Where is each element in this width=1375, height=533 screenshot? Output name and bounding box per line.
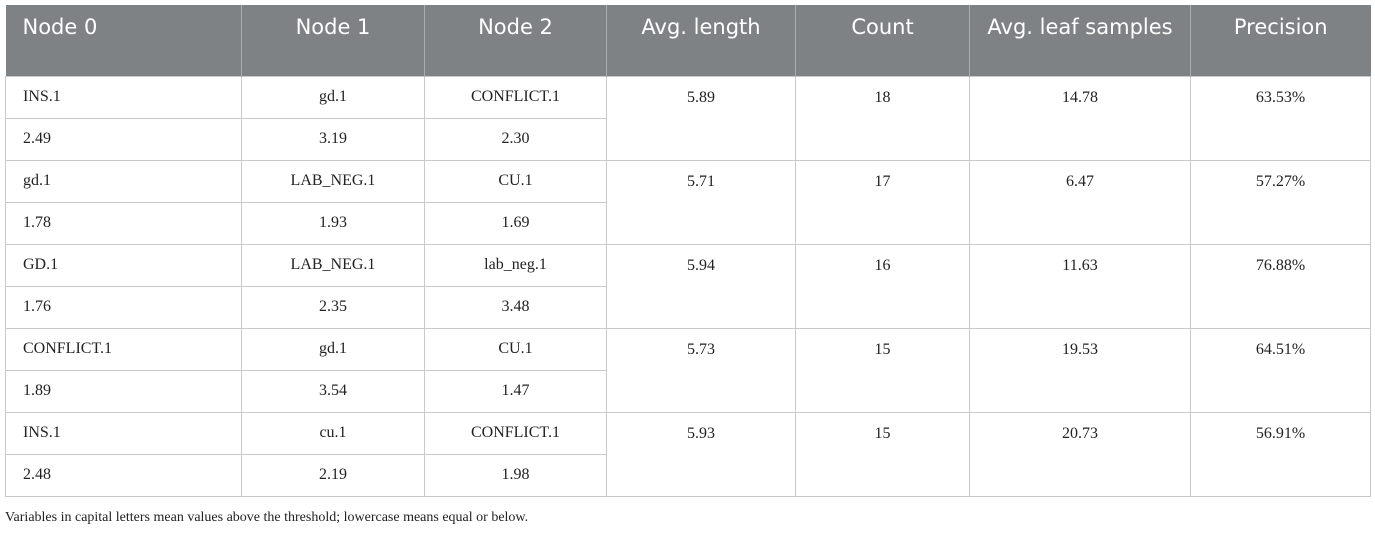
row: INS.1 gd.1 CONFLICT.1 5.89 18 14.78 63.53%: [5, 75, 1371, 161]
score-cell: 1.93: [241, 201, 425, 245]
avg-length-cell: 5.89: [606, 75, 796, 161]
avg-length-cell: 5.93: [606, 411, 796, 497]
score-cell: 1.69: [424, 201, 607, 245]
column-header: Count: [795, 5, 970, 76]
column-header: Avg. length: [606, 5, 796, 76]
avg-length-cell: 5.73: [606, 327, 796, 413]
precision-cell: 64.51%: [1190, 327, 1371, 413]
row: 2.48 2.19 1.98: [5, 453, 1371, 497]
avg-leaf-samples-cell: 6.47: [969, 159, 1191, 245]
data-table: Node 0 Node 1 Node 2 Avg. length Count Avg. l…: [5, 5, 1371, 497]
row: CONFLICT.1 gd.1 CU.1 5.73 15 19.53 64.51%: [5, 327, 1371, 413]
precision-cell: 63.53%: [1190, 75, 1371, 161]
column-header: Node 2: [424, 5, 607, 76]
node-cell: gd.1: [5, 159, 242, 203]
node-cell: CU.1: [424, 327, 607, 371]
row: 1.89 3.54 1.47: [5, 369, 1371, 413]
count-cell: 15: [795, 411, 970, 497]
row: 1.78 1.93 1.69: [5, 201, 1371, 245]
score-cell: 2.48: [5, 453, 242, 497]
node-cell: lab_neg.1: [424, 243, 607, 287]
node-cell: INS.1: [5, 75, 242, 119]
row: 2.49 3.19 2.30: [5, 117, 1371, 161]
row: INS.1 cu.1 CONFLICT.1 5.93 15 20.73 56.91%: [5, 411, 1371, 497]
score-cell: 3.48: [424, 285, 607, 329]
precision-cell: 56.91%: [1190, 411, 1371, 497]
score-cell: 2.19: [241, 453, 425, 497]
column-header: Node 1: [241, 5, 425, 76]
count-cell: 18: [795, 75, 970, 161]
node-cell: LAB_NEG.1: [241, 243, 425, 287]
footnote: Variables in capital letters mean values…: [5, 510, 529, 525]
score-cell: 3.54: [241, 369, 425, 413]
score-cell: 1.89: [5, 369, 242, 413]
score-cell: 3.19: [241, 117, 425, 161]
score-cell: 1.78: [5, 201, 242, 245]
node-cell: INS.1: [5, 411, 242, 455]
avg-length-cell: 5.94: [606, 243, 796, 329]
header-row: Node 0 Node 1 Node 2 Avg. length Count Avg. l…: [5, 5, 1371, 76]
column-header: Precision: [1190, 5, 1371, 76]
count-cell: 16: [795, 243, 970, 329]
score-cell: 1.47: [424, 369, 607, 413]
node-cell: GD.1: [5, 243, 242, 287]
avg-leaf-samples-cell: 19.53: [969, 327, 1191, 413]
node-cell: CONFLICT.1: [424, 75, 607, 119]
precision-cell: 76.88%: [1190, 243, 1371, 329]
score-cell: 2.35: [241, 285, 425, 329]
score-cell: 1.98: [424, 453, 607, 497]
precision-cell: 57.27%: [1190, 159, 1371, 245]
count-cell: 17: [795, 159, 970, 245]
count-cell: 15: [795, 327, 970, 413]
node-cell: gd.1: [241, 75, 425, 119]
table-body: INS.1 gd.1 CONFLICT.1 5.89 18 14.78 63.53% 2.49…: [5, 75, 1371, 497]
node-cell: LAB_NEG.1: [241, 159, 425, 203]
avg-length-cell: 5.71: [606, 159, 796, 245]
score-cell: 2.30: [424, 117, 607, 161]
avg-leaf-samples-cell: 11.63: [969, 243, 1191, 329]
score-cell: 2.49: [5, 117, 242, 161]
row: gd.1 LAB_NEG.1 CU.1 5.71 17 6.47 57.27%: [5, 159, 1371, 245]
column-header: Node 0: [5, 5, 242, 76]
node-cell: gd.1: [241, 327, 425, 371]
node-cell: CONFLICT.1: [5, 327, 242, 371]
row: GD.1 LAB_NEG.1 lab_neg.1 5.94 16 11.63 76.88%: [5, 243, 1371, 329]
node-cell: cu.1: [241, 411, 425, 455]
score-cell: 1.76: [5, 285, 242, 329]
node-cell: CU.1: [424, 159, 607, 203]
column-header: Avg. leaf samples: [969, 5, 1191, 76]
avg-leaf-samples-cell: 20.73: [969, 411, 1191, 497]
node-cell: CONFLICT.1: [424, 411, 607, 455]
avg-leaf-samples-cell: 14.78: [969, 75, 1191, 161]
row: 1.76 2.35 3.48: [5, 285, 1371, 329]
